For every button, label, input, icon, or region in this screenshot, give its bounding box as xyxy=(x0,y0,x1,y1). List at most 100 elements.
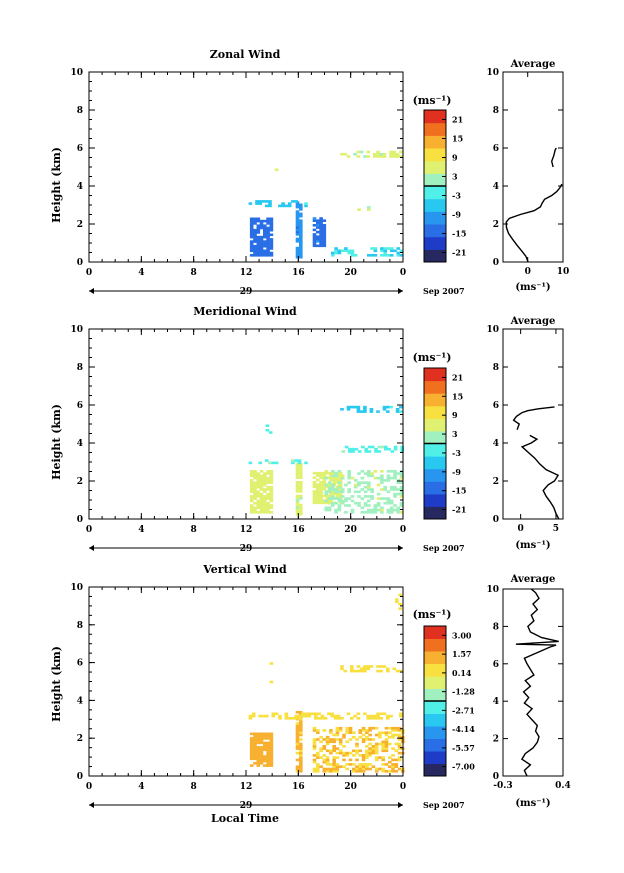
heatmap-cell xyxy=(256,762,261,765)
heatmap-cell xyxy=(269,504,274,507)
heatmap-cell xyxy=(253,511,257,514)
ylabel-vertical: Height (km) xyxy=(50,646,63,722)
heatmap-cell xyxy=(304,461,308,465)
heatmap-cell xyxy=(312,485,317,489)
heatmap-cell xyxy=(266,757,270,761)
heatmap-cell xyxy=(329,770,333,773)
heatmap-cell xyxy=(316,499,320,502)
heatmap-cell xyxy=(249,488,254,491)
avg-frame xyxy=(502,71,564,263)
heatmap-patch xyxy=(357,206,371,211)
heatmap-cell xyxy=(353,490,358,494)
heatmap-cell xyxy=(253,757,257,761)
heatmap-cell xyxy=(370,247,374,250)
colorbar-swatch xyxy=(424,236,446,250)
colorbar-swatch xyxy=(424,651,446,664)
heatmap-cell xyxy=(312,740,317,744)
heatmap-cell xyxy=(299,733,303,737)
heatmap-cell xyxy=(386,497,391,500)
heatmap-cell xyxy=(312,747,317,750)
heatmap-cell xyxy=(369,410,374,413)
heatmap-cell xyxy=(299,510,303,514)
heatmap-cell xyxy=(253,492,257,496)
heatmap-cell xyxy=(322,474,327,477)
heatmap-cell xyxy=(329,751,333,755)
heatmap-cell xyxy=(389,714,393,718)
heatmap-cell xyxy=(380,470,384,473)
heatmap-cell xyxy=(322,760,327,764)
heatmap-cell xyxy=(263,479,267,482)
avg-y-tick-label: 0 xyxy=(493,515,499,525)
heatmap-cell xyxy=(295,462,300,466)
heatmap-cell xyxy=(368,733,372,737)
heatmap-cell xyxy=(299,742,303,746)
heatmap-cell xyxy=(269,222,274,225)
heatmap-cell xyxy=(271,461,276,465)
heatmap-cell xyxy=(366,665,370,668)
heatmap-cell xyxy=(259,501,264,505)
heatmap-cell xyxy=(269,476,274,480)
heatmap-cell xyxy=(357,472,361,475)
heatmap-cell xyxy=(269,242,274,246)
colorbar-unit-vertical: (ms⁻¹) xyxy=(413,608,452,621)
heatmap-cell xyxy=(374,756,379,759)
heatmap-cell xyxy=(322,242,327,245)
heatmap-cell xyxy=(363,712,367,716)
heatmap-cell xyxy=(299,767,303,771)
heatmap-cell xyxy=(355,758,359,762)
heatmap-cell xyxy=(365,749,369,753)
heatmap-cell xyxy=(337,483,342,487)
heatmap-cell xyxy=(380,506,384,510)
heatmap-cell xyxy=(332,770,336,773)
heatmap-cell xyxy=(338,749,343,753)
heatmap-cell xyxy=(249,750,254,754)
heatmap-cell xyxy=(249,743,254,747)
heatmap-cell xyxy=(370,497,374,500)
heatmap-cell xyxy=(263,511,267,514)
heatmap-cell xyxy=(367,511,371,514)
heatmap-patch xyxy=(249,732,274,767)
heatmap-cell xyxy=(263,472,267,475)
heatmap-cell xyxy=(316,497,320,500)
heatmap-cell xyxy=(269,741,274,745)
heatmap-cell xyxy=(256,492,261,496)
heatmap-cell xyxy=(348,751,353,755)
heatmap-cell xyxy=(368,763,372,766)
heatmap-cell xyxy=(335,485,340,489)
heatmap-cell xyxy=(376,508,381,512)
heatmap-cell xyxy=(347,476,351,480)
heatmap-cell xyxy=(295,249,300,252)
heatmap-cell xyxy=(361,738,366,741)
heatmap-cell xyxy=(367,508,371,512)
heatmap-cell xyxy=(266,247,270,250)
ylabel-zonal: Height (km) xyxy=(50,147,63,223)
heatmap-cell xyxy=(377,445,382,449)
heatmap-cell xyxy=(365,751,369,755)
heatmap-cell xyxy=(325,501,330,505)
heatmap-cell xyxy=(399,511,404,514)
heatmap-cell xyxy=(295,503,300,507)
heatmap-cell xyxy=(256,481,261,484)
heatmap-cell xyxy=(319,230,323,234)
heatmap-cell xyxy=(344,499,348,503)
heatmap-cell xyxy=(347,249,351,253)
avg-x-tick-label: 0 xyxy=(518,524,524,534)
heatmap-cell xyxy=(386,508,391,512)
heatmap-cell xyxy=(397,729,402,732)
heatmap-cell xyxy=(335,726,340,730)
heatmap-cell xyxy=(319,499,323,502)
heatmap-cell xyxy=(380,481,384,484)
heatmap-cell xyxy=(352,749,356,753)
heatmap-cell xyxy=(367,474,371,478)
heatmap-cell xyxy=(340,476,345,480)
colorbar-swatch xyxy=(424,626,446,639)
heatmap-cell xyxy=(394,733,399,737)
y-tick-label: 4 xyxy=(77,182,83,192)
heatmap-cell xyxy=(327,497,332,500)
heatmap-cell xyxy=(384,747,389,750)
plot-frame-vertical xyxy=(88,586,404,777)
heatmap-cell xyxy=(256,474,261,478)
heatmap-cell xyxy=(312,499,317,502)
heatmap-cell xyxy=(319,483,323,486)
heatmap-cell xyxy=(379,712,383,716)
